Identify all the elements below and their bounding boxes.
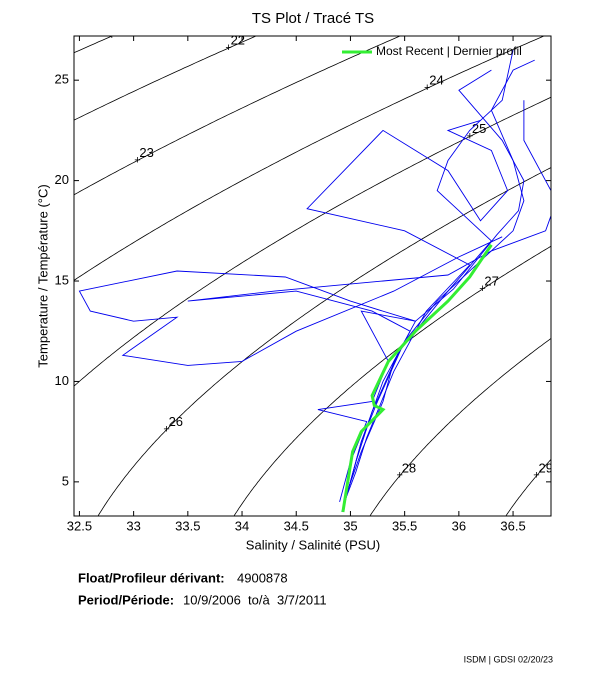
profile: [187, 100, 551, 493]
density-contour: [369, 337, 551, 516]
x-tick-label: 35.5: [392, 518, 417, 533]
contour-label: 24: [429, 73, 443, 88]
period: 10/9/2006 to/à 3/7/2011: [183, 592, 327, 607]
contour-marker: +: [163, 424, 169, 436]
y-tick-label: 20: [55, 172, 69, 187]
contour-label: 25: [472, 121, 486, 136]
contour-marker: +: [396, 470, 402, 482]
recent-profile: [341, 244, 493, 513]
legend-label: Most Recent | Dernier profil: [376, 44, 522, 58]
x-tick-label: 35: [343, 518, 357, 533]
x-tick-label: 32.5: [67, 518, 92, 533]
y-tick-label: 10: [55, 373, 69, 388]
y-tick-label: 25: [55, 72, 69, 87]
contour-marker: +: [424, 82, 430, 94]
contour-marker: +: [109, 30, 115, 42]
contour-label: 26: [169, 414, 183, 429]
x-tick-label: 34.5: [284, 518, 309, 533]
y-tick-label: 15: [55, 272, 69, 287]
axes-frame: [73, 35, 552, 517]
contour-label: 28: [402, 460, 416, 475]
float-id: 4900878: [237, 570, 288, 585]
y-tick-label: 5: [62, 473, 69, 488]
density-contour: [74, 36, 401, 196]
contour-label: 29: [538, 460, 552, 475]
density-contour: [97, 167, 551, 516]
density-contour: [74, 36, 545, 281]
x-tick-label: 34: [235, 518, 249, 533]
profile: [317, 69, 525, 503]
x-tick-label: 33: [126, 518, 140, 533]
float-label: Float/Profileur dérivant:: [78, 570, 225, 585]
plot-area: +21+22+23+24+25+26+27+28+29: [74, 30, 552, 516]
contour-marker: +: [533, 470, 539, 482]
contour-label: 22: [231, 32, 245, 47]
contour-label: 23: [139, 145, 153, 160]
density-contour: [74, 96, 551, 387]
y-axis-label: Temperature / Température (°C): [35, 184, 50, 367]
contour-marker: +: [479, 283, 485, 295]
credit: ISDM | GDSI 02/20/23: [464, 654, 553, 664]
period-label: Period/Période:: [78, 592, 174, 607]
contour-label: 27: [484, 273, 498, 288]
x-axis-label: Salinity / Salinité (PSU): [246, 537, 380, 552]
density-contour: [233, 245, 551, 516]
x-tick-label: 36: [452, 518, 466, 533]
contour-marker: +: [134, 154, 140, 166]
x-tick-label: 36.5: [500, 518, 525, 533]
x-tick-label: 33.5: [175, 518, 200, 533]
contour-marker: +: [225, 42, 231, 54]
contour-marker: +: [467, 130, 473, 142]
chart-title: TS Plot / Tracé TS: [252, 10, 374, 27]
density-contour: [74, 36, 257, 121]
